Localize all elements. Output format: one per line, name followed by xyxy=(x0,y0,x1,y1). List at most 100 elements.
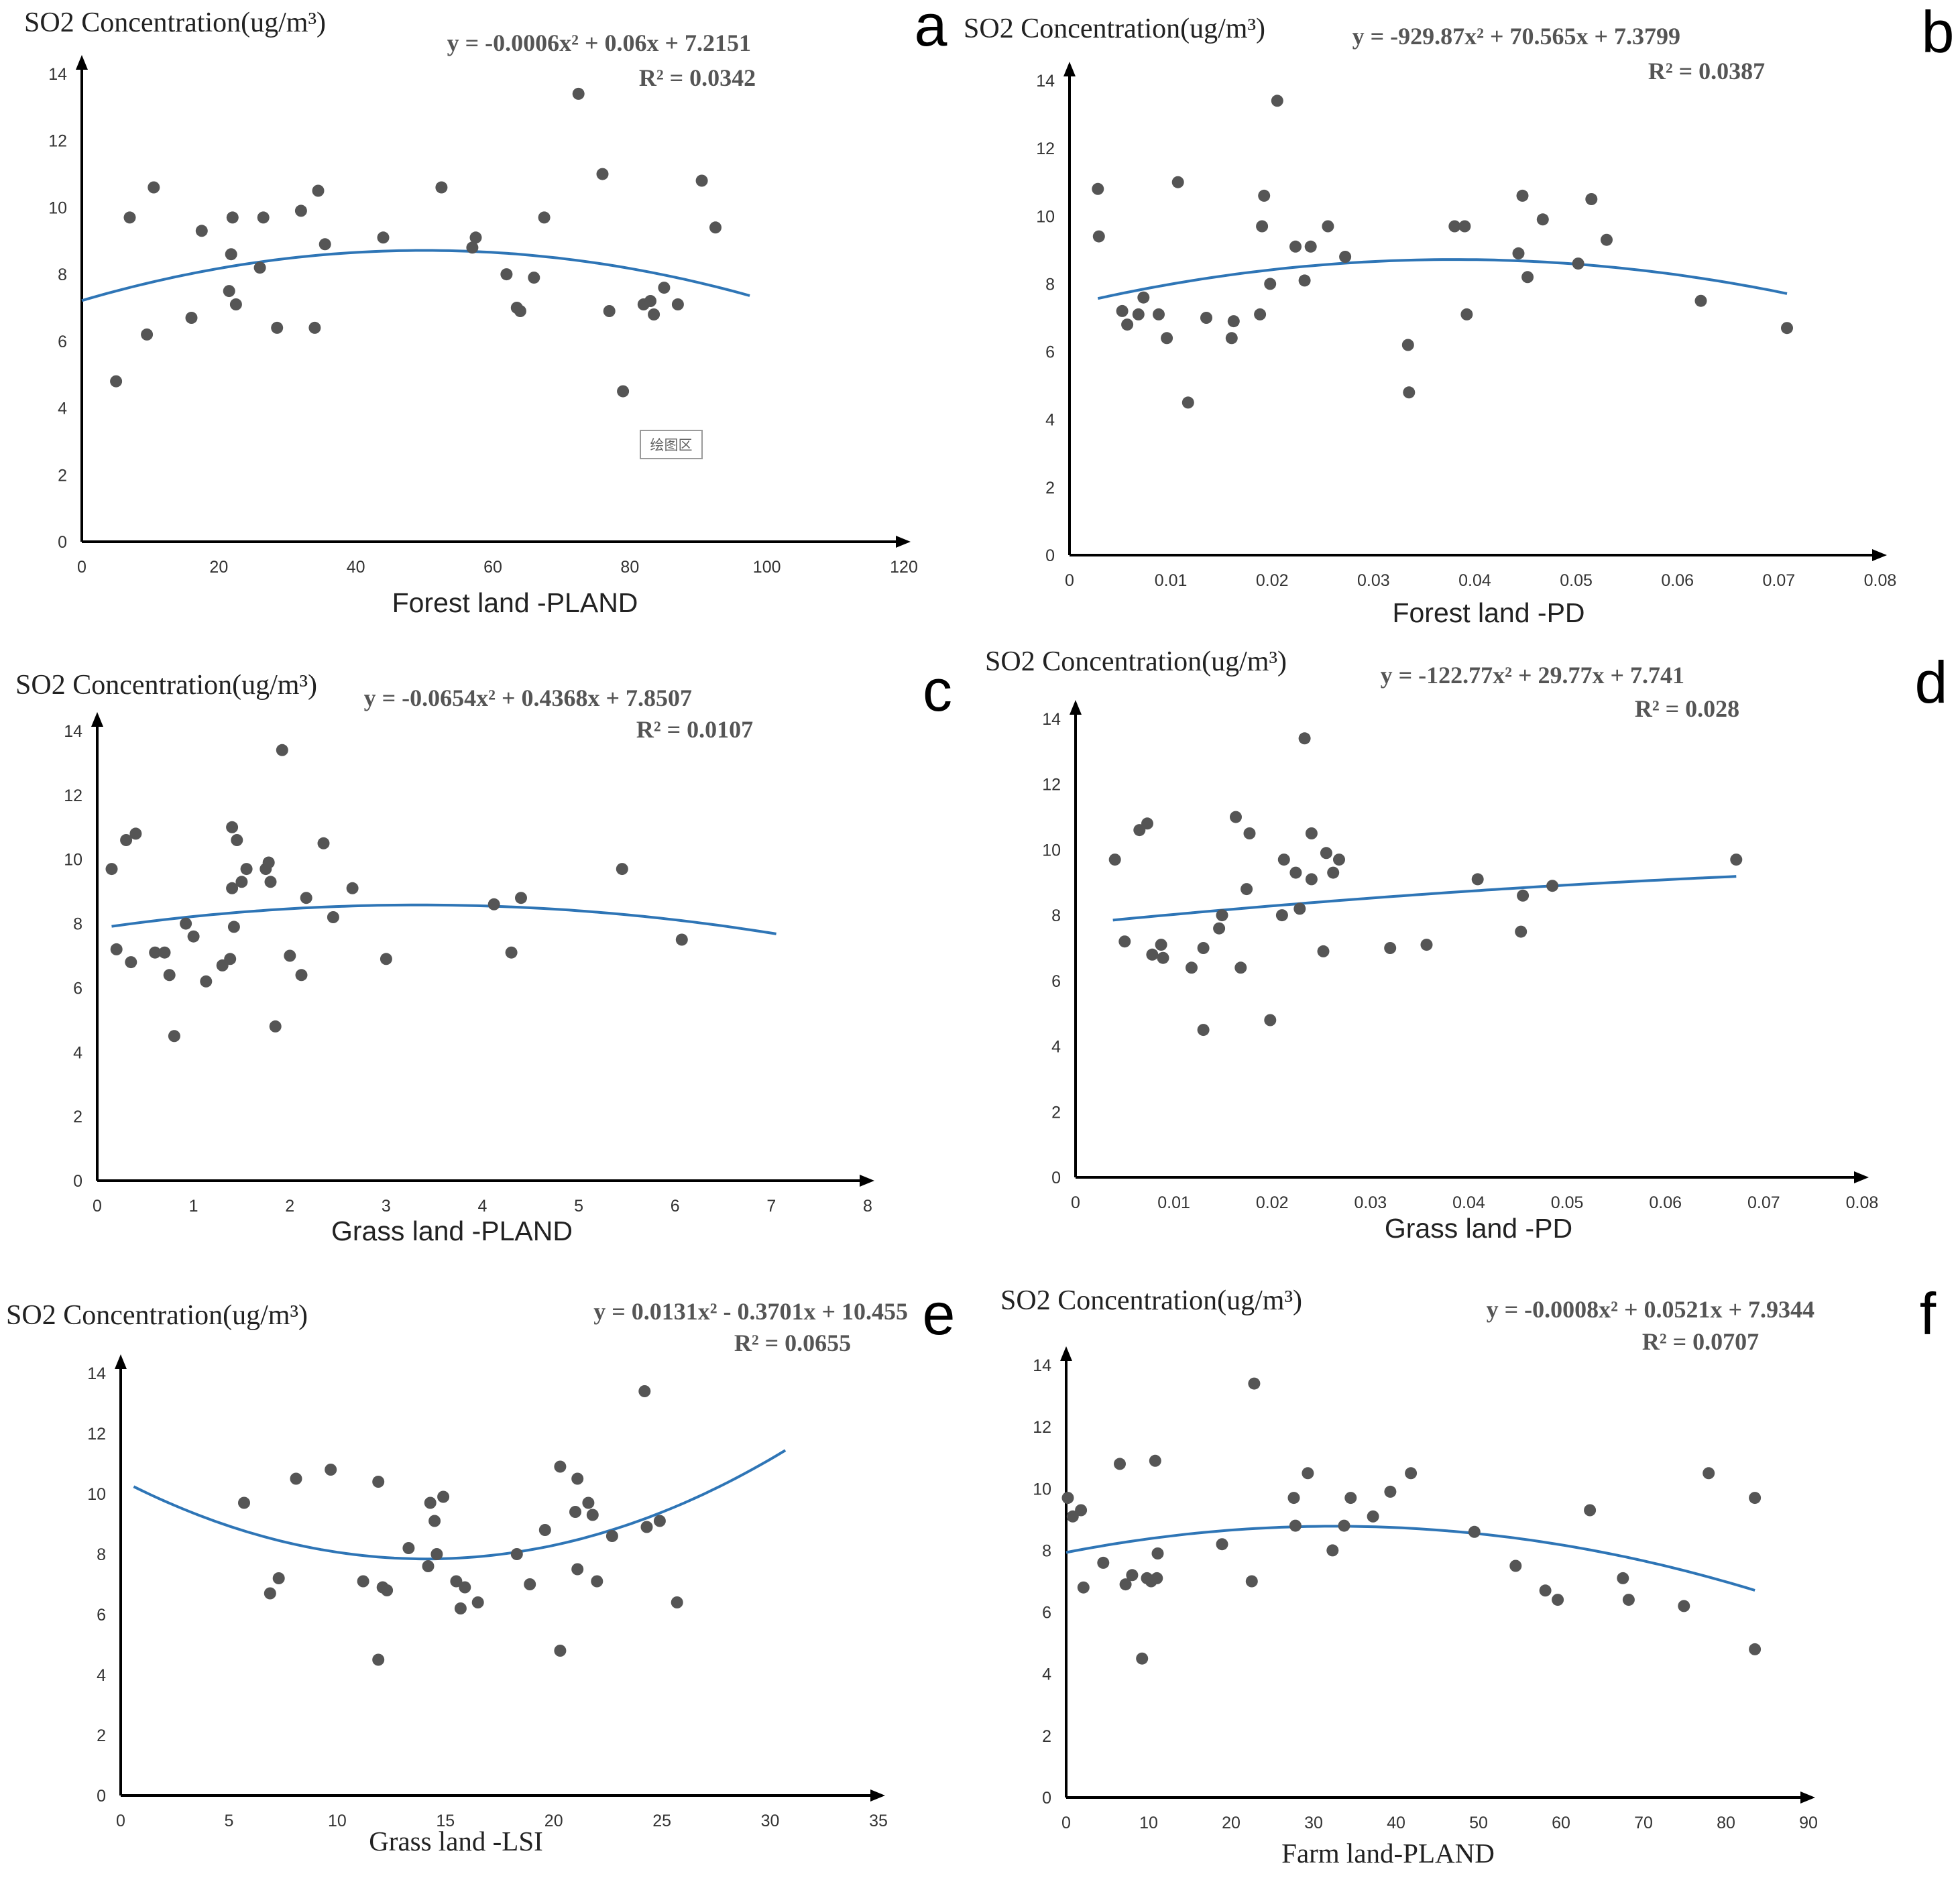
y-axis-arrow xyxy=(1063,62,1076,76)
data-point xyxy=(300,892,312,904)
data-point xyxy=(1298,274,1311,287)
y-tick-label: 2 xyxy=(58,466,67,485)
data-point xyxy=(1678,1600,1690,1612)
y-tick-label: 8 xyxy=(97,1545,106,1564)
data-point xyxy=(1730,853,1743,866)
y-tick-label: 4 xyxy=(73,1043,82,1062)
r-squared: R² = 0.0387 xyxy=(1648,58,1765,84)
data-point xyxy=(1181,396,1194,409)
data-point xyxy=(402,1542,415,1554)
data-point xyxy=(238,1496,250,1509)
data-point xyxy=(422,1560,435,1572)
data-point xyxy=(1136,1652,1149,1665)
y-axis-arrow xyxy=(91,712,103,727)
x-tick-label: 0 xyxy=(1065,571,1074,590)
data-point xyxy=(514,305,526,317)
panel-letter: b xyxy=(1922,0,1955,65)
y-tick-label: 12 xyxy=(1042,776,1061,794)
data-point xyxy=(1248,1377,1261,1390)
panel-letter: c xyxy=(923,657,952,723)
plot-area-tooltip-text: 绘图区 xyxy=(650,438,693,453)
data-point xyxy=(1171,176,1184,188)
data-point xyxy=(1245,1575,1258,1588)
data-point xyxy=(1264,1014,1277,1026)
y-tick-label: 6 xyxy=(1045,343,1055,362)
data-point xyxy=(225,248,237,261)
x-tick-label: 100 xyxy=(753,558,781,577)
data-point xyxy=(1092,230,1105,243)
data-point xyxy=(1401,339,1414,351)
y-tick-label: 8 xyxy=(73,915,82,934)
data-point xyxy=(1137,291,1150,304)
data-point xyxy=(195,225,208,237)
data-point xyxy=(168,1030,180,1043)
data-point xyxy=(290,1472,302,1485)
y-tick-label: 0 xyxy=(1051,1169,1061,1187)
x-axis-title: Grass land -LSI xyxy=(369,1826,543,1857)
data-point xyxy=(586,1509,599,1521)
x-tick-label: 0.04 xyxy=(1458,571,1491,590)
data-point xyxy=(638,1385,651,1397)
data-point xyxy=(1420,939,1433,951)
data-point xyxy=(1234,961,1247,974)
y-axis-arrow xyxy=(115,1354,127,1369)
data-point xyxy=(640,1521,653,1533)
data-point xyxy=(1305,873,1318,886)
data-point xyxy=(253,261,266,274)
y-axis-title: SO2 Concentration(ug/m³) xyxy=(6,1300,308,1331)
data-point xyxy=(1448,220,1461,233)
data-point xyxy=(231,834,243,846)
data-point xyxy=(129,827,142,840)
data-point xyxy=(357,1575,369,1588)
x-tick-label: 0.02 xyxy=(1256,1193,1289,1212)
data-point xyxy=(538,1524,551,1536)
x-tick-label: 30 xyxy=(761,1812,780,1830)
data-point xyxy=(149,946,162,959)
data-point xyxy=(200,975,213,988)
trendline xyxy=(1097,258,1788,300)
x-axis-title: Grass land -PD xyxy=(1385,1213,1572,1244)
data-point xyxy=(1121,318,1134,331)
data-point xyxy=(1338,1519,1350,1532)
x-tick-label: 1 xyxy=(189,1197,198,1216)
data-point xyxy=(229,298,242,310)
data-point xyxy=(1512,247,1525,259)
data-point xyxy=(515,892,527,904)
y-tick-label: 4 xyxy=(58,400,67,418)
data-point xyxy=(294,204,307,217)
y-tick-label: 14 xyxy=(1042,710,1061,729)
x-tick-label: 0.08 xyxy=(1846,1193,1879,1212)
data-point xyxy=(487,898,500,910)
data-point xyxy=(569,1506,581,1518)
data-point xyxy=(1216,1538,1228,1551)
fit-equation: y = -929.87x² + 70.565x + 7.3799 xyxy=(1352,23,1680,50)
x-axis-title: Forest land -PLAND xyxy=(392,587,638,618)
data-point xyxy=(1289,866,1302,879)
data-point xyxy=(671,1596,683,1608)
x-tick-label: 0.04 xyxy=(1452,1193,1485,1212)
x-tick-label: 40 xyxy=(1387,1814,1405,1832)
data-point xyxy=(1077,1581,1090,1594)
data-point xyxy=(264,876,277,888)
y-tick-label: 2 xyxy=(1045,479,1055,497)
x-tick-label: 0.01 xyxy=(1157,1193,1190,1212)
data-point xyxy=(163,969,176,982)
data-point xyxy=(1075,1504,1088,1517)
data-point xyxy=(1216,909,1228,922)
y-tick-label: 10 xyxy=(1036,207,1055,226)
data-point xyxy=(1322,220,1334,233)
data-point xyxy=(187,930,200,943)
r-squared: R² = 0.0107 xyxy=(636,716,753,743)
data-point xyxy=(1515,925,1527,938)
panel-f: SO2 Concentration(ug/m³) y = -0.0008x² + … xyxy=(1000,1281,1937,1869)
fit-equation: y = -122.77x² + 29.77x + 7.741 xyxy=(1381,662,1684,689)
data-point xyxy=(653,1515,666,1527)
panel-letter: e xyxy=(923,1281,956,1347)
trendline xyxy=(133,1449,787,1561)
y-tick-label: 12 xyxy=(48,132,67,151)
data-point xyxy=(596,168,609,180)
data-point xyxy=(1694,294,1707,307)
panel-e: SO2 Concentration(ug/m³) y = 0.0131x² - 0… xyxy=(6,1281,955,1857)
data-point xyxy=(1225,332,1238,345)
y-tick-label: 12 xyxy=(87,1425,106,1444)
